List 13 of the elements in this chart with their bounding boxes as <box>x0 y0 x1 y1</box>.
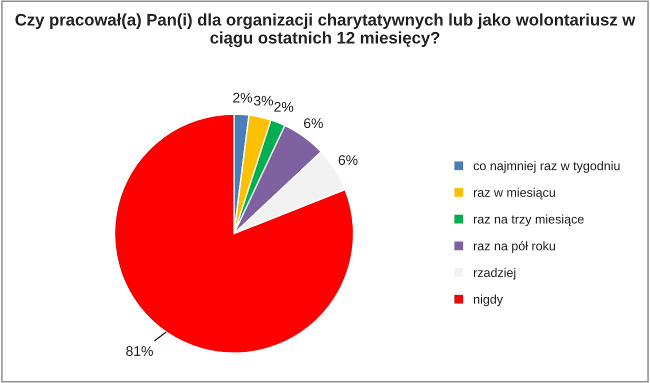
legend-label: raz na pół roku <box>474 241 555 253</box>
data-label: 2% <box>233 92 252 103</box>
data-label: 3% <box>254 96 273 106</box>
legend-label: rzadziej <box>474 268 516 280</box>
legend-label: raz w miesiącu <box>474 188 555 200</box>
data-label: 6% <box>304 118 323 128</box>
legend-label: nigdy <box>474 294 503 306</box>
legend-label: raz na trzy miesiące <box>474 214 584 226</box>
data-label: 6% <box>338 155 358 166</box>
legend-label: co najmniej raz w tygodniu <box>474 161 620 173</box>
chart-title: Czy pracował(a) Pan(i) dla organizacji charytatywnych lub jako wolontariusz w ciągu ostatnich 12 miesięcy? <box>15 13 636 48</box>
data-label: 81% <box>126 346 153 356</box>
data-label: 2% <box>274 102 294 112</box>
